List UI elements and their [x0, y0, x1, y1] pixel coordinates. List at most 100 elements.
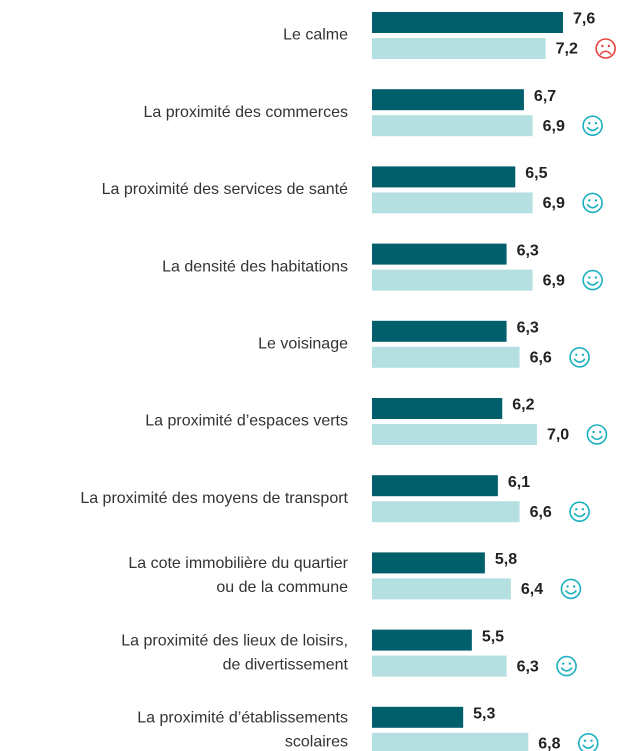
- bar: [372, 655, 507, 677]
- icon-mouth: [560, 667, 573, 672]
- icon-eye: [594, 122, 598, 125]
- happy-icon: [556, 655, 577, 677]
- value-label: 5,5: [482, 628, 504, 645]
- value-label: 6,9: [543, 272, 565, 289]
- bar: [372, 475, 498, 497]
- icon-face: [586, 424, 608, 445]
- value-label: 6,1: [508, 474, 530, 491]
- icon-mouth: [573, 358, 586, 363]
- happy-icon: [586, 424, 608, 445]
- bar: [372, 398, 503, 419]
- icon-eye: [575, 508, 578, 511]
- icon-eye: [594, 276, 598, 279]
- category-label: La proximité des services de santé: [102, 181, 348, 198]
- bar: [372, 12, 563, 33]
- happy-icon: [569, 501, 590, 523]
- value-label: 7,6: [573, 11, 595, 28]
- icon-eye: [588, 199, 591, 202]
- icon-face: [582, 115, 603, 136]
- icon-eye: [607, 44, 611, 48]
- value-label: 6,9: [543, 118, 565, 135]
- category-label: La proximité des lieux de loisirs,: [121, 632, 348, 649]
- value-label: 5,8: [495, 551, 517, 568]
- icon-eye: [581, 508, 585, 511]
- icon-mouth: [573, 512, 586, 518]
- bar: [372, 320, 507, 342]
- sad-icon: [595, 38, 616, 59]
- value-label: 5,3: [473, 706, 495, 723]
- category-label: de divertissement: [223, 656, 349, 673]
- icon-eye: [588, 276, 591, 279]
- icon-face: [556, 655, 577, 677]
- value-label: 6,3: [517, 658, 539, 675]
- icon-eye: [568, 662, 572, 665]
- category-label: ou de la commune: [216, 579, 348, 596]
- icon-eye: [566, 585, 569, 588]
- happy-icon: [582, 115, 603, 136]
- value-label: 6,2: [512, 397, 534, 414]
- category-label: La cote immobilière du quartier: [128, 555, 348, 572]
- bar: [372, 552, 485, 574]
- value-label: 6,9: [543, 195, 565, 212]
- icon-face: [569, 346, 590, 368]
- value-label: 6,5: [525, 165, 547, 182]
- bar: [372, 578, 511, 600]
- category-label: La proximité d’établissements: [137, 710, 348, 727]
- category-label: La densité des habitations: [162, 258, 348, 275]
- happy-icon: [582, 192, 603, 214]
- bar: [372, 629, 472, 651]
- icon-face: [582, 269, 603, 291]
- icon-eye: [583, 739, 587, 742]
- happy-icon: [569, 346, 590, 368]
- icon-eye: [581, 353, 585, 356]
- happy-icon: [577, 733, 599, 751]
- bar: [372, 501, 520, 523]
- bar: [372, 166, 516, 188]
- value-label: 7,2: [556, 41, 578, 58]
- icon-eye: [601, 44, 604, 48]
- bar: [372, 732, 529, 751]
- category-label: La proximité des commerces: [143, 104, 348, 121]
- bar: [372, 706, 464, 728]
- value-label: 6,4: [521, 581, 543, 598]
- icon-face: [560, 578, 582, 600]
- value-label: 7,0: [547, 427, 569, 444]
- icon-mouth: [586, 126, 599, 132]
- value-label: 6,6: [530, 504, 552, 521]
- icon-mouth: [565, 590, 577, 595]
- bar: [372, 269, 533, 291]
- category-label: La proximité d’espaces verts: [145, 413, 348, 430]
- icon-face: [569, 501, 590, 523]
- icon-eye: [562, 662, 565, 665]
- icon-eye: [599, 430, 602, 434]
- icon-eye: [588, 122, 591, 125]
- icon-mouth: [586, 281, 599, 286]
- icon-mouth: [582, 744, 595, 749]
- icon-mouth: [599, 50, 612, 55]
- happy-icon: [560, 578, 582, 600]
- value-label: 6,8: [538, 736, 560, 751]
- icon-mouth: [591, 435, 603, 441]
- category-label: Le voisinage: [258, 336, 348, 353]
- value-label: 6,6: [530, 350, 552, 367]
- icon-eye: [573, 585, 576, 588]
- bar: [372, 38, 546, 59]
- bar: [372, 89, 524, 111]
- category-label: scolaires: [285, 734, 348, 751]
- icon-eye: [592, 430, 595, 434]
- category-label: La proximité des moyens de transport: [80, 490, 348, 507]
- happy-icon: [582, 269, 603, 291]
- icon-face: [595, 38, 616, 59]
- bar: [372, 243, 507, 265]
- icon-mouth: [586, 204, 599, 209]
- icon-face: [577, 733, 599, 751]
- icon-eye: [594, 199, 598, 202]
- bar: [372, 424, 537, 445]
- bar: [372, 192, 533, 214]
- icon-eye: [590, 739, 593, 742]
- value-label: 6,3: [517, 320, 539, 337]
- value-label: 6,3: [517, 242, 539, 259]
- icon-face: [582, 192, 603, 214]
